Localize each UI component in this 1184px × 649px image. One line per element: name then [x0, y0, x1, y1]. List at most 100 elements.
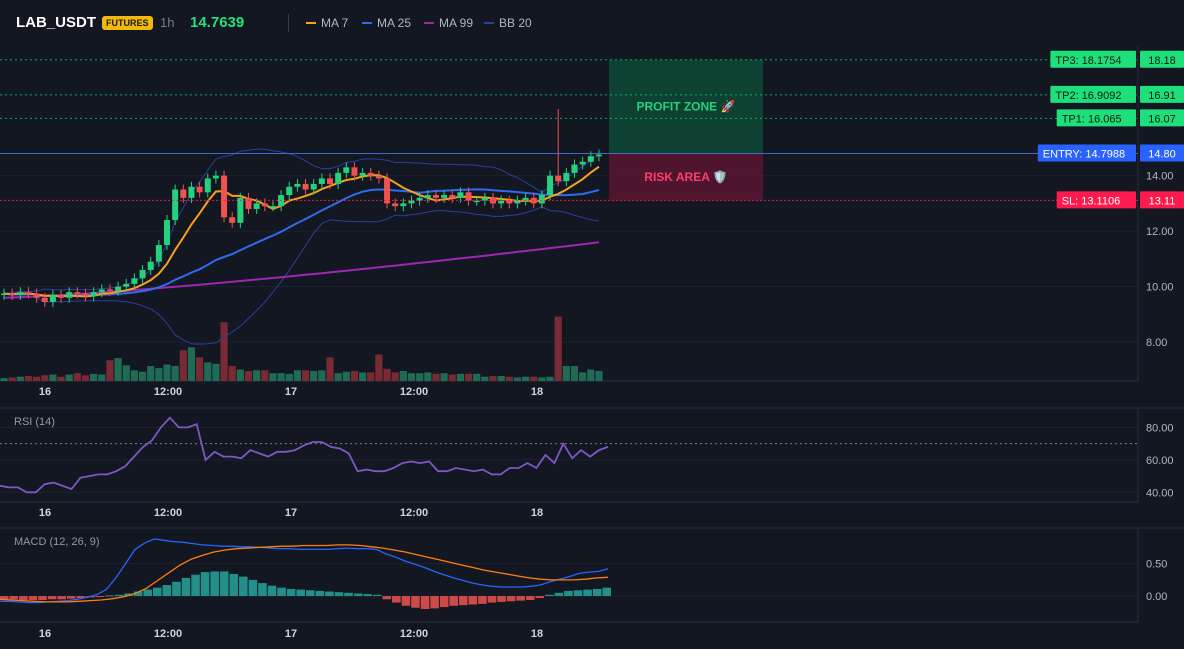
volume-bar [155, 368, 163, 381]
candle-body [229, 217, 236, 223]
candle-body [481, 197, 488, 201]
volume-bar [391, 372, 399, 381]
candle-body [335, 172, 342, 184]
macd-line [0, 538, 609, 604]
candle-body [294, 183, 301, 187]
ma99-line [3, 241, 600, 299]
candle-body [253, 203, 260, 209]
volume-bar [334, 373, 342, 381]
rsi-title: RSI (14) [14, 416, 55, 428]
price-tick-label: 12.00 [1146, 226, 1174, 238]
volume-bar [147, 365, 155, 381]
candle-body [310, 183, 317, 190]
macd-histogram-bar [430, 596, 439, 609]
candle-body [82, 293, 89, 297]
candle-body [375, 175, 382, 179]
candle-body [41, 297, 48, 302]
macd-histogram-bar [210, 571, 219, 597]
candle-body [106, 289, 113, 291]
candle-body [188, 186, 195, 198]
macd-histogram-bar [497, 596, 506, 602]
level-label-box [1056, 191, 1136, 209]
candle-body [25, 292, 32, 294]
candle-body [123, 283, 130, 287]
symbol-title[interactable]: LAB_USDT [16, 14, 97, 31]
level-axis-box [1140, 144, 1184, 162]
candle-body [327, 178, 333, 184]
candle-body [196, 186, 203, 193]
legend-ma99[interactable]: MA 99 [424, 16, 473, 30]
candle-body [9, 293, 16, 296]
macd-histogram-bar [478, 596, 487, 604]
macd-tick-label: 0.50 [1146, 559, 1167, 571]
macd-histogram-bar [353, 593, 363, 597]
legend-ma25[interactable]: MA 25 [362, 16, 411, 30]
candle-body [147, 261, 154, 270]
volume-bar [179, 350, 187, 381]
macd-histogram-bar [583, 589, 592, 597]
macd-histogram-bar [535, 596, 545, 599]
candle-body [465, 192, 472, 201]
rsi-tick-label: 80.00 [1146, 422, 1174, 434]
volume-bar [236, 369, 244, 381]
candle-body [538, 195, 545, 204]
volume-bar [244, 370, 253, 381]
macd-histogram-bar [554, 592, 564, 597]
candle-body [555, 175, 562, 182]
candle-body [66, 292, 73, 298]
futures-badge: FUTURES [102, 16, 153, 30]
timeframe-label[interactable]: 1h [160, 15, 175, 30]
volume-bar [57, 376, 65, 381]
candle-body [416, 197, 423, 201]
candle-body [115, 286, 122, 291]
macd-histogram-bar [459, 596, 468, 606]
level-axis-text: 14.80 [1148, 148, 1176, 160]
candle-body [587, 156, 594, 162]
macd-histogram-bar [105, 595, 114, 597]
volume-bar [285, 373, 293, 381]
time-tick-label: 16 [39, 507, 51, 519]
volume-bar [106, 360, 114, 381]
price-tick-label: 10.00 [1146, 282, 1174, 294]
macd-histogram-bar [382, 596, 392, 600]
macd-histogram-bar [344, 592, 353, 597]
candle-body [17, 292, 24, 295]
candle-body [473, 200, 480, 203]
header-divider [288, 14, 289, 32]
candle-body [172, 189, 179, 221]
macd-histogram-bar [239, 576, 248, 597]
risk-zone-label: RISK AREA 🛡️ [644, 170, 727, 184]
macd-tick-label: 0.00 [1146, 591, 1167, 603]
rsi-tick-label: 40.00 [1146, 487, 1174, 499]
legend-bb20[interactable]: BB 20 [484, 16, 532, 30]
macd-histogram-bar [19, 596, 28, 600]
volume-bar [33, 376, 41, 381]
volume-bar [530, 376, 538, 381]
macd-histogram-bar [258, 583, 267, 597]
volume-bar [448, 374, 456, 381]
volume-bar [301, 370, 310, 381]
volume-bar [513, 377, 522, 381]
macd-histogram-bar [439, 596, 449, 608]
volume-bar [98, 374, 106, 381]
candle-body [498, 200, 505, 204]
volume-bar [24, 375, 33, 381]
macd-histogram-bar [401, 596, 411, 606]
ma7-line [3, 165, 600, 298]
level-label-box [1050, 85, 1136, 103]
macd-histogram-bar [325, 591, 334, 597]
volume-bar [587, 369, 595, 381]
bb-lower-line [3, 206, 600, 345]
volume-bar [456, 373, 464, 381]
volume-bar [73, 373, 81, 381]
level-axis-text: 13.11 [1149, 195, 1176, 207]
macd-histogram-bar [219, 571, 229, 597]
candle-body [58, 294, 65, 298]
macd-histogram-bar [38, 596, 47, 600]
candle-body [90, 292, 97, 297]
candle-body [514, 200, 521, 204]
macd-histogram-bar [267, 585, 277, 597]
legend-ma7[interactable]: MA 7 [306, 16, 348, 30]
volume-bar [432, 373, 440, 381]
